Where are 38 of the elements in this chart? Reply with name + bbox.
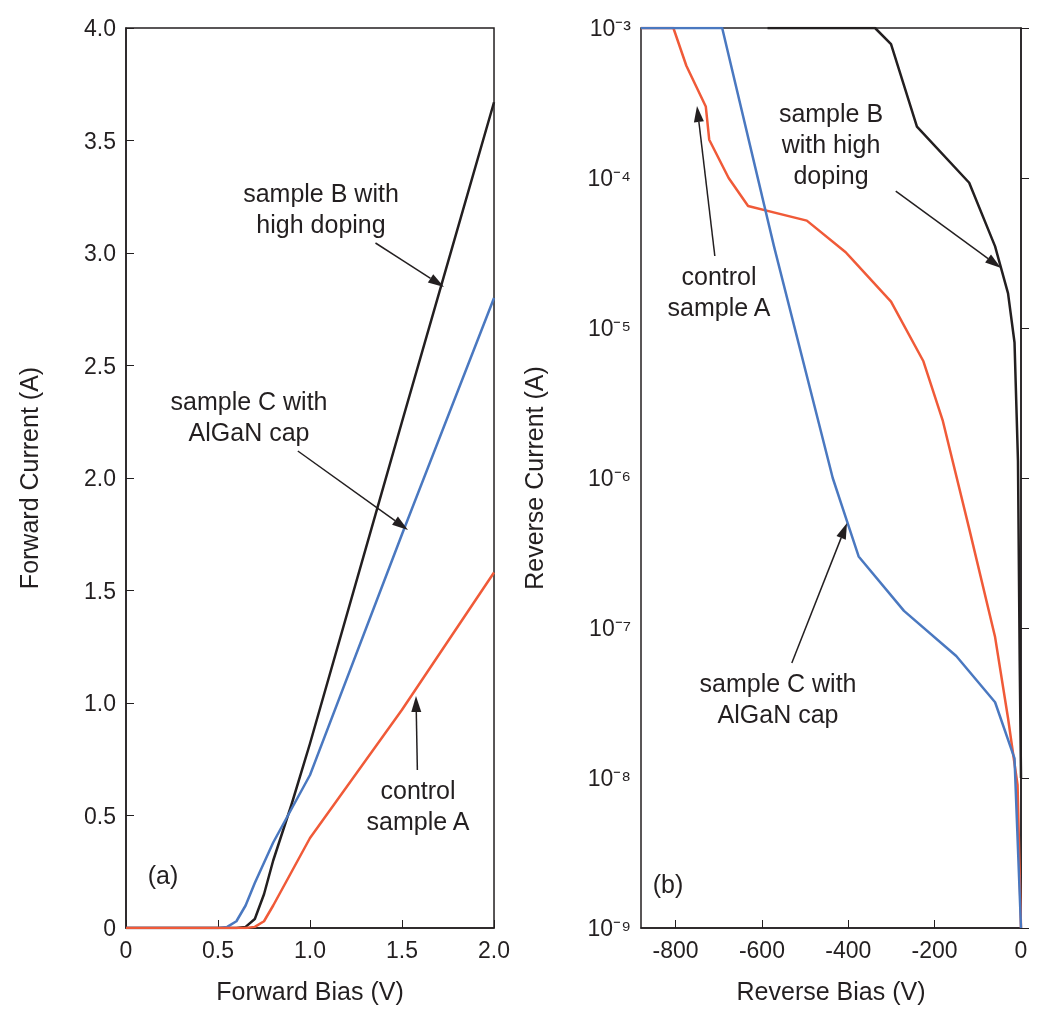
x-axis-title: Reverse Bias (V): [736, 976, 926, 1005]
y-tick-label: 10⁻⁵: [587, 315, 631, 341]
x-tick-label: 1.0: [294, 936, 326, 963]
annotation: sample C with AlGaN cap: [699, 668, 857, 728]
y-tick-label: 10⁻⁹: [587, 915, 631, 941]
y-tick-label: 1.0: [84, 690, 116, 716]
y-tick-label: 2.0: [84, 465, 116, 491]
x-axis-title: Forward Bias (V): [216, 976, 404, 1005]
y-axis-title: Reverse Current (A): [519, 366, 548, 590]
y-tick-label: 3.0: [84, 240, 116, 266]
annotation: (b): [652, 870, 684, 898]
y-tick-label: 3.5: [84, 127, 116, 154]
y-tick-label: 1.5: [84, 577, 116, 604]
y-tick-label: 10⁻⁷: [589, 615, 631, 641]
x-tick-label: 2.0: [478, 936, 511, 963]
annotation: control sample A: [366, 775, 470, 835]
x-tick-label: 1.5: [386, 936, 418, 963]
annotation: control sample A: [667, 261, 771, 321]
annotation: sample C with AlGaN cap: [170, 386, 328, 446]
y-tick-label: 0.5: [84, 802, 116, 829]
y-tick-label: 0: [103, 915, 116, 941]
y-axis-title: Forward Current (A): [14, 366, 43, 590]
annotation: (a): [147, 861, 179, 889]
x-tick-label: -400: [825, 936, 872, 963]
y-tick-label: 10⁻⁶: [587, 465, 631, 491]
x-tick-label: -600: [738, 936, 785, 963]
x-tick-label: 0: [119, 936, 133, 963]
y-tick-label: 10⁻⁸: [587, 765, 631, 791]
y-tick-label: 10⁻⁴: [587, 165, 631, 191]
x-tick-label: 0.5: [202, 936, 234, 963]
y-tick-label: 4.0: [84, 15, 116, 41]
x-tick-label: -200: [911, 936, 958, 963]
y-tick-label: 10⁻³: [589, 15, 632, 41]
annotation: sample B with high doping: [243, 178, 399, 238]
annotation: sample B with high doping: [778, 99, 884, 189]
y-tick-label: 2.5: [84, 352, 116, 379]
x-tick-label: 0: [1014, 936, 1028, 963]
x-tick-label: -800: [652, 936, 699, 963]
